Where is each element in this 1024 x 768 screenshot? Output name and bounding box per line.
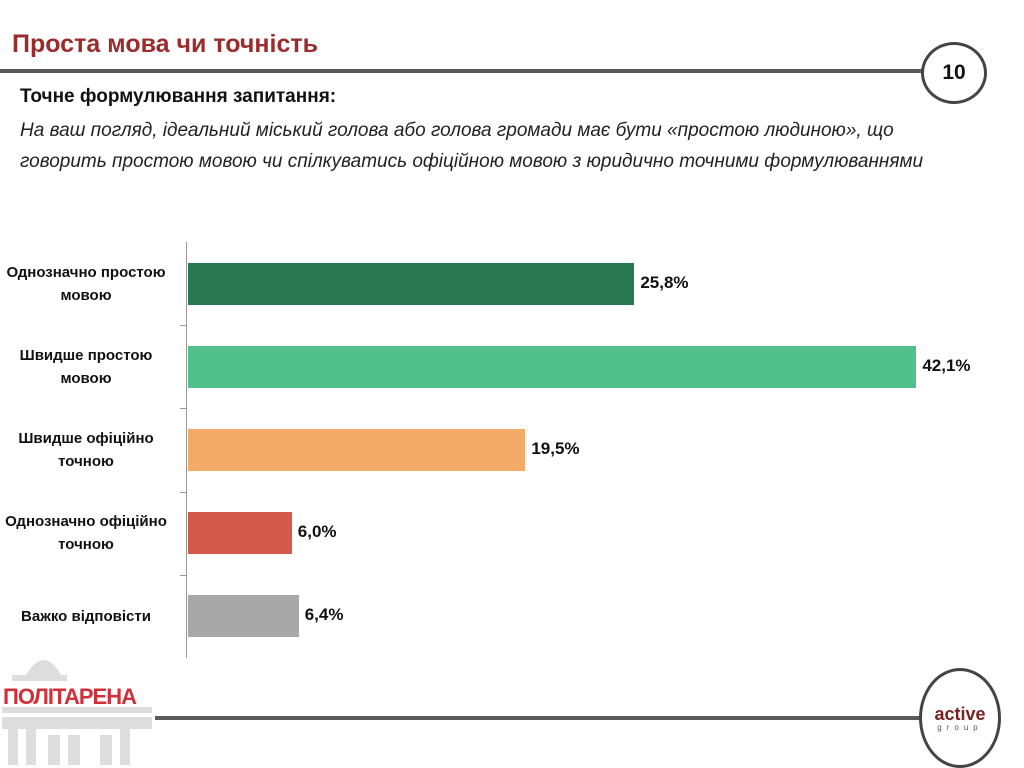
question-heading: Точне формулювання запитання: — [20, 86, 337, 107]
bar — [188, 429, 526, 471]
category-label: Однозначно офіційно точною — [5, 513, 167, 554]
bar — [188, 512, 292, 555]
data-label: 25,8% — [640, 272, 689, 292]
page-title: Проста мова чи точність — [12, 30, 318, 58]
data-label: 6,4% — [304, 605, 344, 625]
page-number: 10 — [942, 61, 966, 84]
question-text: На ваш погляд, ідеальний міський голова … — [20, 120, 924, 172]
bar — [188, 262, 635, 305]
axis-tick — [180, 408, 186, 410]
footer-divider — [155, 716, 925, 720]
header-divider — [0, 69, 925, 73]
bar — [188, 595, 299, 638]
active-logo-text: active — [934, 703, 986, 724]
axis-tick — [180, 325, 186, 327]
data-label: 42,1% — [922, 355, 971, 375]
data-label: 19,5% — [531, 439, 580, 458]
category-label: Швидше офіційно точною — [18, 430, 154, 470]
bar — [188, 345, 917, 388]
active-group-logo: active group — [919, 668, 1001, 768]
category-label: Швидше простою мовою — [19, 346, 153, 387]
politarena-logo-text: ПОЛІТАРЕНА — [3, 684, 137, 709]
group-logo-text: group — [937, 722, 983, 732]
axis-tick — [180, 574, 186, 576]
y-axis-line — [186, 242, 187, 658]
data-label: 6,0% — [297, 522, 337, 542]
page-number-badge: 10 — [921, 42, 987, 104]
axis-tick — [180, 491, 186, 493]
politarena-building-logo — [2, 660, 152, 765]
category-label: Важко відповісти — [21, 607, 151, 625]
category-label: Однозначно простою мовою — [6, 263, 166, 304]
